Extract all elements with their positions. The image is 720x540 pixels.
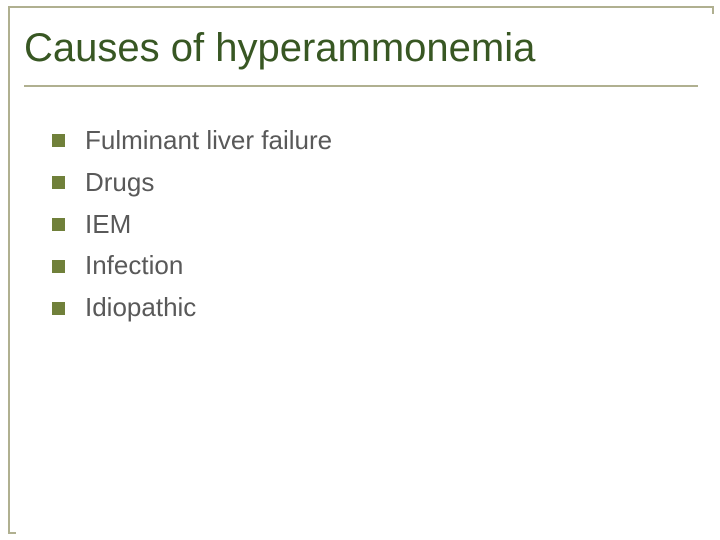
square-bullet-icon — [52, 260, 65, 273]
title-underline — [24, 85, 698, 87]
slide-title: Causes of hyperammonemia — [24, 26, 698, 83]
list-item: Fulminant liver failure — [52, 124, 694, 158]
list-item-label: Fulminant liver failure — [85, 124, 332, 158]
slide-frame: Causes of hyperammonemia Fulminant liver… — [8, 6, 714, 534]
square-bullet-icon — [52, 218, 65, 231]
list-item: Infection — [52, 249, 694, 283]
list-item-label: Drugs — [85, 166, 154, 200]
square-bullet-icon — [52, 302, 65, 315]
frame-border-left — [8, 6, 10, 534]
list-item: Idiopathic — [52, 291, 694, 325]
list-item-label: Idiopathic — [85, 291, 196, 325]
square-bullet-icon — [52, 176, 65, 189]
list-item: IEM — [52, 208, 694, 242]
body-region: Fulminant liver failure Drugs IEM Infect… — [52, 124, 694, 333]
list-item-label: Infection — [85, 249, 183, 283]
square-bullet-icon — [52, 134, 65, 147]
frame-border-bottom-stub — [8, 532, 16, 534]
title-region: Causes of hyperammonemia — [24, 26, 698, 87]
list-item: Drugs — [52, 166, 694, 200]
frame-border-top — [8, 6, 714, 8]
frame-border-right-stub — [712, 6, 714, 14]
list-item-label: IEM — [85, 208, 131, 242]
